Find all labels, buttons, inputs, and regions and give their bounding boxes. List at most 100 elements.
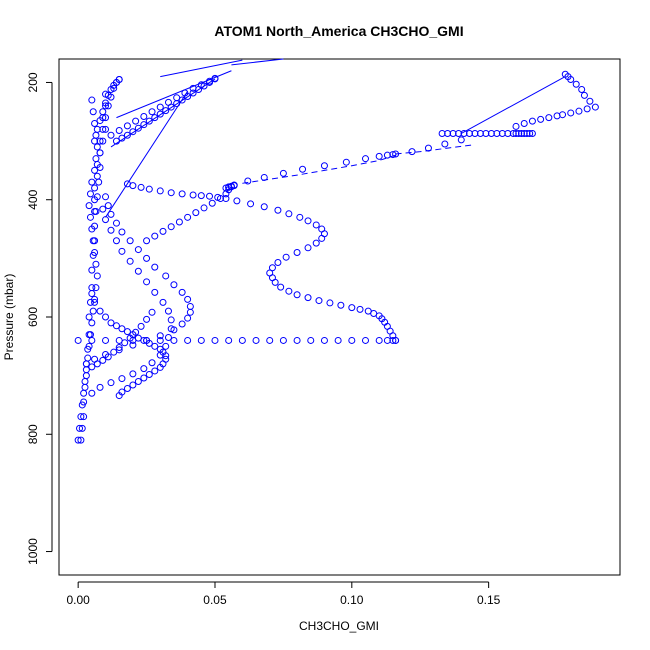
data-point <box>156 110 164 118</box>
data-point <box>296 213 304 221</box>
data-point <box>293 336 301 344</box>
data-point <box>526 129 534 137</box>
data-point <box>156 187 164 195</box>
data-point <box>102 216 110 224</box>
data-point <box>89 108 97 116</box>
data-point <box>356 305 364 313</box>
data-point <box>441 140 449 148</box>
data-point <box>528 117 536 125</box>
chart-title: ATOM1 North_America CH3CHO_GMI <box>214 23 463 39</box>
data-point <box>167 325 175 333</box>
data-point <box>151 114 159 122</box>
data-point <box>102 313 110 321</box>
data-point <box>88 96 96 104</box>
data-point <box>580 91 588 99</box>
x-tick-label: 0.00 <box>66 593 90 607</box>
data-point <box>132 117 140 125</box>
data-point <box>85 313 93 321</box>
data-point <box>156 332 164 340</box>
x-axis: 0.00 0.05 0.10 0.15 <box>66 581 501 607</box>
data-point <box>208 199 216 207</box>
data-point <box>184 213 192 221</box>
data-point <box>134 246 142 254</box>
data-point <box>134 267 142 275</box>
data-point <box>112 237 120 245</box>
data-point <box>74 436 82 444</box>
data-point <box>156 103 164 111</box>
data-point <box>170 336 178 344</box>
data-point <box>520 120 528 127</box>
data-point <box>572 80 580 88</box>
data-point <box>307 336 315 344</box>
data-point <box>151 288 159 296</box>
data-point <box>389 336 397 344</box>
data-point <box>99 114 107 122</box>
data-point <box>93 143 101 151</box>
x-axis-label: CH3CHO_GMI <box>299 619 379 633</box>
data-point <box>312 239 320 247</box>
data-point <box>88 319 96 327</box>
data-point <box>197 81 205 89</box>
data-point <box>102 99 110 107</box>
data-point <box>586 97 594 105</box>
data-point <box>315 297 323 305</box>
data-point <box>84 354 92 362</box>
data-point <box>225 336 233 344</box>
data-point <box>91 249 99 256</box>
data-point <box>88 363 96 371</box>
data-point <box>342 158 350 166</box>
data-point <box>95 178 103 186</box>
data-point <box>82 372 90 380</box>
data-point <box>424 144 432 152</box>
data-point <box>85 202 93 210</box>
data-point <box>206 192 214 200</box>
data-point <box>167 189 175 197</box>
data-point <box>211 336 219 344</box>
data-point <box>102 125 110 133</box>
data-point <box>76 424 84 432</box>
x-tick-label: 0.10 <box>340 593 364 607</box>
data-point <box>493 129 501 137</box>
data-point <box>102 336 110 344</box>
data-point <box>102 102 110 110</box>
data-point <box>115 76 123 84</box>
data-point <box>504 129 512 137</box>
data-point <box>523 129 531 137</box>
data-point <box>216 195 224 203</box>
data-point <box>578 85 586 93</box>
x-tick-label: 0.15 <box>477 593 501 607</box>
x-tick-label: 0.05 <box>203 593 227 607</box>
data-point <box>107 319 115 327</box>
data-point <box>206 77 214 85</box>
data-point <box>252 336 260 344</box>
data-point <box>93 161 101 169</box>
data-point <box>260 173 268 181</box>
data-point <box>129 341 137 349</box>
y-tick-label: 600 <box>26 307 40 327</box>
data-point <box>438 129 446 137</box>
data-point <box>143 315 151 323</box>
data-point <box>96 307 104 315</box>
data-point <box>561 70 569 78</box>
data-point <box>318 225 326 233</box>
data-point <box>186 308 194 316</box>
data-point <box>392 150 400 158</box>
data-point <box>181 89 189 97</box>
data-point <box>159 298 167 306</box>
y-tick-label: 800 <box>26 424 40 444</box>
data-point <box>167 223 175 231</box>
data-point <box>408 148 416 156</box>
data-point <box>118 375 126 383</box>
data-point <box>545 114 553 122</box>
data-point <box>512 129 520 137</box>
data-point <box>361 155 369 163</box>
y-axis-label: Pressure (mbar) <box>2 274 16 361</box>
data-point <box>170 281 178 289</box>
data-point <box>143 336 151 344</box>
data-point <box>78 401 86 409</box>
data-point <box>361 336 369 344</box>
data-point <box>164 307 172 315</box>
data-point <box>189 89 197 97</box>
data-point <box>140 365 148 373</box>
data-point <box>299 165 307 173</box>
